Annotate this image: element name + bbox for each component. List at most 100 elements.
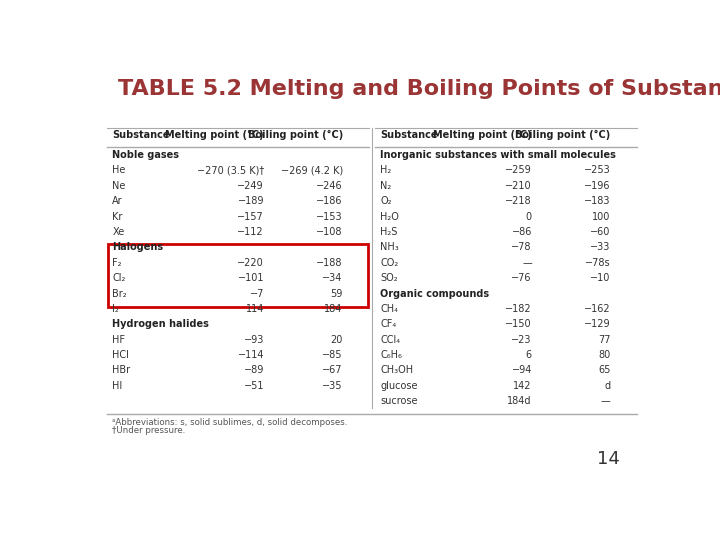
Text: −246: −246 [316,181,343,191]
Text: Boiling point (°C): Boiling point (°C) [516,130,611,140]
Text: †Under pressure.: †Under pressure. [112,426,186,435]
Text: Melting point (°C): Melting point (°C) [166,130,264,140]
Text: −269 (4.2 K): −269 (4.2 K) [281,165,343,176]
Text: CCl₄: CCl₄ [380,335,400,345]
Text: —: — [601,396,611,406]
Text: CO₂: CO₂ [380,258,398,268]
Text: Kr: Kr [112,212,122,221]
Text: N₂: N₂ [380,181,392,191]
Text: 100: 100 [593,212,611,221]
Text: 184d: 184d [508,396,532,406]
Text: −253: −253 [584,165,611,176]
Text: −67: −67 [323,366,343,375]
Text: −78s: −78s [585,258,611,268]
Text: −85: −85 [323,350,343,360]
Text: Halogens: Halogens [112,242,163,252]
Text: −183: −183 [584,196,611,206]
Text: −210: −210 [505,181,532,191]
Text: 14: 14 [597,450,620,468]
Text: Substance: Substance [112,130,170,140]
Text: −108: −108 [316,227,343,237]
Text: −270 (3.5 K)†: −270 (3.5 K)† [197,165,264,176]
Text: Substance: Substance [380,130,438,140]
Text: −51: −51 [243,381,264,391]
Text: −150: −150 [505,319,532,329]
Text: 77: 77 [598,335,611,345]
Text: −162: −162 [584,304,611,314]
Text: CH₄: CH₄ [380,304,398,314]
Text: −78: −78 [511,242,532,252]
Text: −86: −86 [512,227,532,237]
Text: sucrose: sucrose [380,396,418,406]
Text: −7: −7 [250,288,264,299]
Text: 114: 114 [246,304,264,314]
Text: —: — [522,258,532,268]
Text: d: d [605,381,611,391]
Text: −60: −60 [590,227,611,237]
Text: H₂: H₂ [380,165,392,176]
Text: Organic compounds: Organic compounds [380,288,490,299]
Text: −33: −33 [590,242,611,252]
Text: Cl₂: Cl₂ [112,273,126,283]
Text: TABLE 5.2 Melting and Boiling Points of Substances: TABLE 5.2 Melting and Boiling Points of … [118,79,720,99]
Text: Xe: Xe [112,227,125,237]
Text: −76: −76 [511,273,532,283]
Text: Melting point (°C): Melting point (°C) [433,130,532,140]
Text: −34: −34 [323,273,343,283]
Text: −182: −182 [505,304,532,314]
Text: SO₂: SO₂ [380,273,397,283]
Text: 0: 0 [526,212,532,221]
Text: −10: −10 [590,273,611,283]
Text: −153: −153 [316,212,343,221]
Text: CF₄: CF₄ [380,319,397,329]
Text: −218: −218 [505,196,532,206]
Text: 59: 59 [330,288,343,299]
Text: 20: 20 [330,335,343,345]
Text: −249: −249 [238,181,264,191]
Text: −189: −189 [238,196,264,206]
Text: −196: −196 [584,181,611,191]
Text: HF: HF [112,335,125,345]
Text: −129: −129 [584,319,611,329]
Text: 6: 6 [526,350,532,360]
Text: 142: 142 [513,381,532,391]
Text: 65: 65 [598,366,611,375]
Text: HBr: HBr [112,366,130,375]
Text: −23: −23 [511,335,532,345]
Text: −101: −101 [238,273,264,283]
Text: glucose: glucose [380,381,418,391]
Text: 80: 80 [598,350,611,360]
Text: −186: −186 [316,196,343,206]
Text: −157: −157 [238,212,264,221]
Text: He: He [112,165,126,176]
Text: −94: −94 [512,366,532,375]
Text: −220: −220 [238,258,264,268]
Text: Ne: Ne [112,181,126,191]
Text: NH₃: NH₃ [380,242,399,252]
Text: −89: −89 [244,366,264,375]
Text: −93: −93 [244,335,264,345]
Text: −259: −259 [505,165,532,176]
Text: H₂S: H₂S [380,227,397,237]
Text: H₂O: H₂O [380,212,399,221]
Text: ᵃAbbreviations: s, solid sublimes, d, solid decomposes.: ᵃAbbreviations: s, solid sublimes, d, so… [112,418,348,427]
Text: 184: 184 [325,304,343,314]
Text: −114: −114 [238,350,264,360]
Text: Boiling point (°C): Boiling point (°C) [248,130,343,140]
Text: C₆H₆: C₆H₆ [380,350,402,360]
Text: HI: HI [112,381,122,391]
Text: Br₂: Br₂ [112,288,127,299]
Text: −188: −188 [316,258,343,268]
Text: Hydrogen halides: Hydrogen halides [112,319,210,329]
Text: HCl: HCl [112,350,129,360]
Text: Inorganic substances with small molecules: Inorganic substances with small molecule… [380,150,616,160]
Text: I₂: I₂ [112,304,119,314]
Text: Noble gases: Noble gases [112,150,179,160]
Text: Ar: Ar [112,196,123,206]
Text: CH₃OH: CH₃OH [380,366,413,375]
Text: O₂: O₂ [380,196,392,206]
Bar [108,244,368,307]
Text: −35: −35 [323,381,343,391]
Text: F₂: F₂ [112,258,122,268]
Text: −112: −112 [238,227,264,237]
